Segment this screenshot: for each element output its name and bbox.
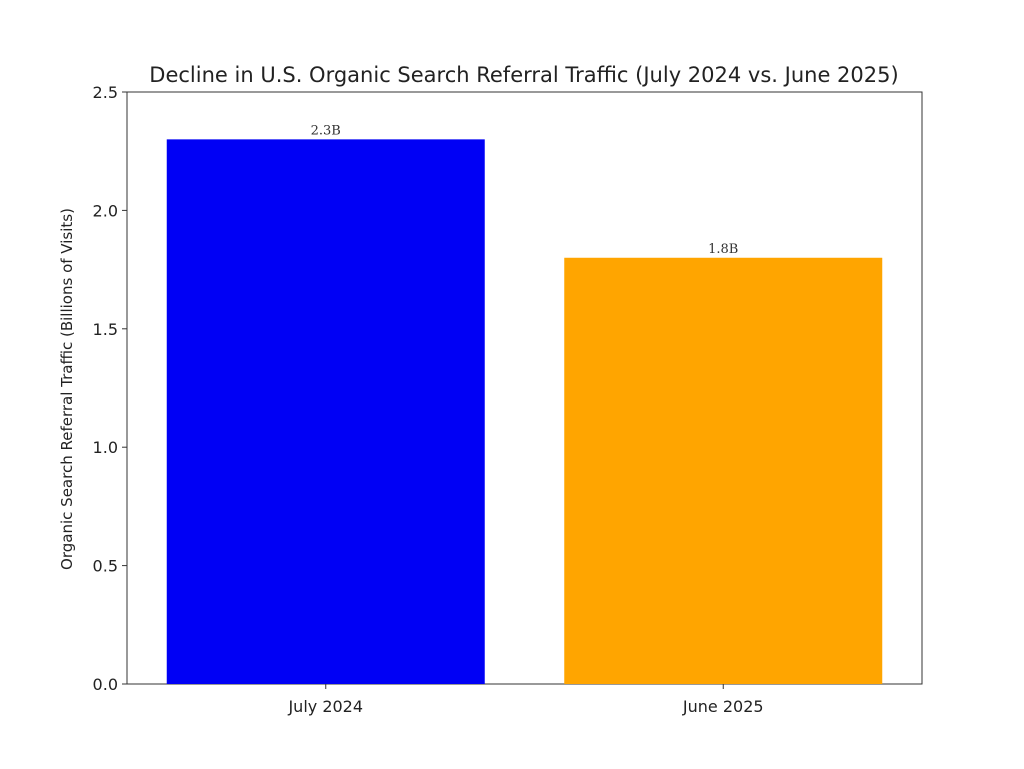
chart-title: Decline in U.S. Organic Search Referral …	[149, 63, 898, 87]
x-tick-label: June 2025	[682, 697, 764, 716]
data-labels-layer: 2.3B 1.8B	[311, 123, 739, 256]
plot-frame	[126, 91, 923, 685]
y-tick-label: 1.0	[93, 438, 118, 457]
x-axis: July 2024 June 2025	[287, 684, 764, 716]
y-axis-label: Organic Search Referral Traffic (Billion…	[58, 208, 76, 570]
data-label: 2.3B	[311, 123, 341, 138]
y-axis: 0.0 0.5 1.0 1.5 2.0 2.5	[93, 83, 127, 694]
y-tick-label: 0.0	[93, 675, 118, 694]
y-tick-label: 2.5	[93, 83, 118, 102]
y-tick-label: 0.5	[93, 557, 118, 576]
data-label: 1.8B	[708, 242, 738, 257]
bars-layer	[166, 139, 883, 685]
y-tick-label: 2.0	[93, 201, 118, 220]
bar-july-2024	[166, 139, 485, 685]
x-tick-label: July 2024	[287, 697, 363, 716]
bar-june-2025	[564, 257, 883, 684]
y-tick-label: 1.5	[93, 320, 118, 339]
